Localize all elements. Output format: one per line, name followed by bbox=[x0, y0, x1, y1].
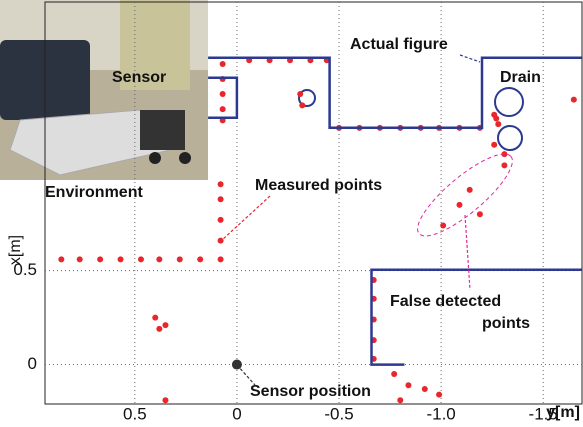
y-tick-label: 0.5 bbox=[13, 260, 37, 279]
photo-inset bbox=[0, 0, 208, 180]
measured-point bbox=[218, 181, 224, 187]
measured-point bbox=[177, 256, 183, 262]
measured-point bbox=[162, 322, 168, 328]
measured-point bbox=[118, 256, 124, 262]
measured-point bbox=[422, 386, 428, 392]
drain bbox=[495, 88, 523, 116]
x-tick-label: 0.5 bbox=[123, 404, 147, 423]
x-tick-label: 0 bbox=[232, 404, 241, 423]
y-tick-label: 0 bbox=[28, 354, 37, 373]
measured-point bbox=[477, 211, 483, 217]
measured-point bbox=[220, 91, 226, 97]
measured-point bbox=[220, 61, 226, 67]
measured-point bbox=[218, 256, 224, 262]
measured-point bbox=[97, 256, 103, 262]
leader-line bbox=[222, 196, 270, 240]
measured-point bbox=[501, 162, 507, 168]
measured-point bbox=[391, 371, 397, 377]
measured-point bbox=[397, 397, 403, 403]
measured-point bbox=[297, 91, 303, 97]
measured-point bbox=[440, 223, 446, 229]
measured-point bbox=[493, 115, 499, 121]
annotation: Sensor bbox=[112, 69, 166, 86]
leader-line bbox=[465, 215, 470, 290]
measured-point bbox=[436, 392, 442, 398]
measured-point bbox=[77, 256, 83, 262]
measured-point bbox=[299, 102, 305, 108]
measured-point bbox=[218, 238, 224, 244]
x-tick-label: -0.5 bbox=[324, 404, 353, 423]
measured-point bbox=[152, 315, 158, 321]
annotation: Environment bbox=[45, 184, 143, 201]
measured-point bbox=[218, 196, 224, 202]
measured-point bbox=[218, 217, 224, 223]
measured-point bbox=[571, 97, 577, 103]
chart: y[m] x[m] 0.50-0.5-1.0-1.500.5Actual fig… bbox=[0, 0, 583, 427]
measured-point bbox=[467, 187, 473, 193]
measured-point bbox=[58, 256, 64, 262]
measured-point bbox=[197, 256, 203, 262]
measured-point bbox=[456, 202, 462, 208]
measured-point bbox=[162, 397, 168, 403]
measured-point bbox=[156, 326, 162, 332]
measured-point bbox=[491, 142, 497, 148]
measured-point bbox=[138, 256, 144, 262]
measured-point bbox=[220, 106, 226, 112]
annotation: Drain bbox=[500, 69, 541, 86]
x-tick-label: -1.0 bbox=[426, 404, 455, 423]
measured-point bbox=[495, 121, 501, 127]
measured-point bbox=[405, 382, 411, 388]
sensor-point bbox=[232, 360, 242, 370]
leader-line bbox=[460, 55, 480, 62]
annotation: Actual figure bbox=[350, 36, 448, 53]
annotation: False detected bbox=[390, 293, 501, 310]
drain bbox=[498, 126, 522, 150]
annotation: points bbox=[482, 315, 530, 332]
measured-point bbox=[156, 256, 162, 262]
annotation-ellipse bbox=[407, 143, 522, 248]
annotation: Measured points bbox=[255, 177, 382, 194]
x-tick-label: -1.5 bbox=[529, 404, 558, 423]
annotation: Sensor position bbox=[250, 383, 371, 400]
